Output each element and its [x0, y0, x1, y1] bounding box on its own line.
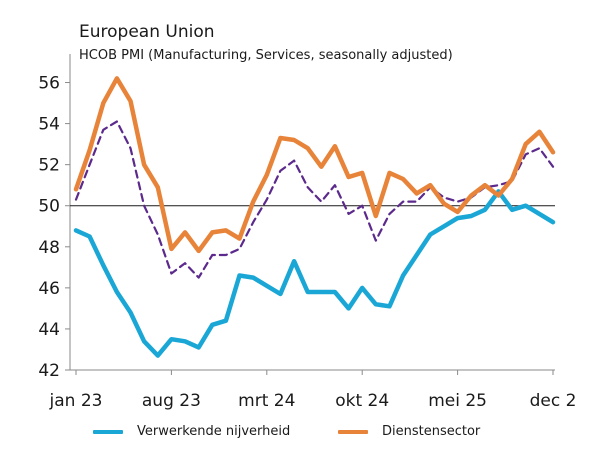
legend-item-manufacturing: Verwerkende nijverheid — [93, 424, 290, 439]
series-line-dashed — [74, 120, 555, 279]
y-tick-label: 50 — [38, 197, 60, 217]
y-tick-label: 44 — [38, 320, 60, 340]
legend-label-manufacturing: Verwerkende nijverheid — [137, 424, 291, 439]
chart-subtitle: HCOB PMI (Manufacturing, Services, seaso… — [79, 48, 453, 63]
x-tick-label: okt 24 — [335, 391, 389, 411]
y-tick-label: 46 — [38, 279, 60, 299]
legend-swatch-services — [338, 429, 368, 434]
y-tick-label: 54 — [38, 115, 60, 135]
x-tick-label: mrt 24 — [238, 391, 295, 411]
x-tick-label: jan 23 — [49, 391, 103, 411]
x-tick-label: aug 23 — [142, 391, 201, 411]
x-tick-label: dec 2 — [530, 391, 577, 411]
y-tick-label: 48 — [38, 238, 60, 258]
series-line-services — [73, 76, 556, 254]
series-line-manufacturing — [73, 189, 556, 358]
y-tick-label: 42 — [38, 361, 60, 381]
legend-item-services: Dienstensector — [338, 424, 480, 439]
legend-label-services: Dienstensector — [382, 424, 481, 439]
x-tick-label: mei 25 — [428, 391, 487, 411]
legend-swatch-manufacturing — [93, 429, 123, 434]
chart-title: European Union — [79, 22, 215, 42]
y-tick-label: 56 — [38, 74, 60, 94]
y-tick-label: 52 — [38, 156, 60, 176]
